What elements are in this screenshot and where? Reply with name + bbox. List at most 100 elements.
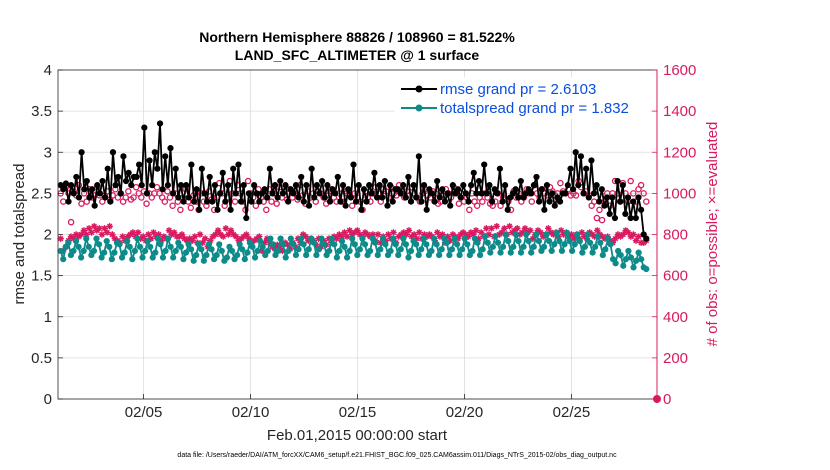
totalspread-point	[75, 243, 82, 250]
totalspread-point	[259, 243, 266, 250]
evaluated-point	[67, 233, 75, 240]
totalspread-point	[131, 247, 138, 255]
totalspread-point	[453, 241, 461, 248]
rmse-point	[434, 177, 441, 185]
totalspread-point	[390, 235, 397, 242]
totalspread-point	[129, 256, 136, 263]
totalspread-point	[543, 231, 550, 238]
evaluated-point	[258, 247, 266, 255]
possible-point	[67, 218, 75, 226]
axes: 02/05 02/10 02/15 02/20 02/25 0 0.5 1 1.5 2 2.5 3 3.…	[31, 62, 696, 421]
rmse-point	[355, 182, 362, 189]
totalspread-point	[517, 249, 525, 256]
rmse-point	[96, 190, 103, 197]
evaluated-point	[140, 233, 147, 240]
rmse-point	[154, 165, 161, 172]
totalspread-point	[395, 251, 402, 259]
totalspread-point	[315, 246, 323, 253]
evaluated-point	[346, 227, 353, 234]
y-right-tick-label: 1000	[663, 185, 696, 202]
rmse-point	[353, 198, 360, 205]
possible-point	[643, 198, 650, 205]
possible-point	[125, 188, 132, 195]
possible-point	[122, 194, 129, 201]
x-tick-label: 02/25	[553, 404, 591, 421]
totalspread-point	[244, 249, 251, 256]
rmse-point	[373, 194, 381, 201]
totalspread-point	[563, 229, 571, 236]
rmse-point	[593, 182, 600, 189]
totalspread-point	[632, 257, 640, 264]
totalspread-point	[177, 243, 184, 250]
rmse-point	[517, 177, 524, 185]
totalspread-point	[126, 243, 133, 250]
possible-point	[637, 181, 645, 189]
possible-point	[596, 206, 603, 214]
totalspread-point	[172, 247, 179, 255]
totalspread-point	[372, 239, 379, 246]
evaluated-point	[614, 231, 622, 238]
rmse-point	[447, 202, 454, 209]
rmse-point	[203, 198, 211, 205]
possible-point	[187, 204, 195, 212]
totalspread-point	[170, 254, 177, 261]
evaluated-point	[217, 231, 224, 238]
totalspread-point	[438, 246, 445, 253]
rmse-point	[601, 202, 608, 209]
rmse-point	[183, 182, 190, 189]
totalspread-point	[285, 247, 292, 255]
evaluated-point	[230, 231, 237, 238]
rmse-point	[342, 202, 349, 209]
evaluated-point	[483, 225, 490, 232]
totalspread-point	[313, 251, 320, 259]
evaluated-point	[222, 225, 229, 232]
possible-point	[99, 198, 106, 205]
totalspread-point	[346, 247, 353, 255]
totalspread-point	[287, 235, 294, 242]
evaluated-point	[292, 243, 299, 251]
totalspread-point	[90, 247, 98, 255]
rmse-point	[321, 194, 328, 201]
evaluated-point	[276, 243, 284, 251]
evaluated-point	[447, 237, 454, 244]
totalspread-point	[638, 256, 645, 263]
rmse-point	[133, 173, 140, 181]
totalspread-point	[566, 237, 573, 245]
evaluated-point	[421, 231, 428, 238]
evaluated-point	[191, 233, 199, 240]
evaluated-point	[377, 239, 384, 246]
rmse-point	[481, 161, 488, 168]
evaluated-point	[477, 229, 485, 236]
evaluated-point	[508, 229, 516, 236]
totalspread-point	[101, 249, 108, 256]
rmse-point	[115, 173, 122, 181]
evaluated-point	[212, 231, 219, 238]
evaluated-point	[302, 233, 309, 240]
rmse-point	[175, 194, 182, 201]
totalspread-point	[343, 254, 351, 261]
rmse-point	[266, 165, 273, 172]
rmse-point	[138, 182, 145, 189]
evaluated-point	[160, 233, 168, 240]
rmse-point	[149, 182, 156, 189]
evaluated-point	[501, 225, 508, 232]
evaluated-point	[627, 233, 635, 240]
totalspread-point	[643, 265, 650, 273]
totalspread-point	[282, 254, 289, 261]
rmse-point	[324, 182, 331, 189]
evaluated-point	[189, 237, 196, 244]
totalspread-point	[106, 243, 113, 250]
rmse-point	[94, 182, 101, 189]
rmse-point	[617, 198, 624, 205]
totalspread-point	[57, 247, 64, 255]
rmse-point	[206, 173, 213, 181]
totalspread-point	[387, 247, 394, 255]
totalspread-point	[464, 241, 471, 248]
evaluated-point	[170, 229, 178, 236]
totalspread-point	[241, 256, 248, 263]
x-tick-label: 02/10	[232, 404, 270, 421]
rmse-point	[313, 182, 320, 189]
rmse-point	[326, 198, 334, 205]
totalspread-point	[494, 239, 502, 246]
rmse-point	[379, 194, 386, 201]
